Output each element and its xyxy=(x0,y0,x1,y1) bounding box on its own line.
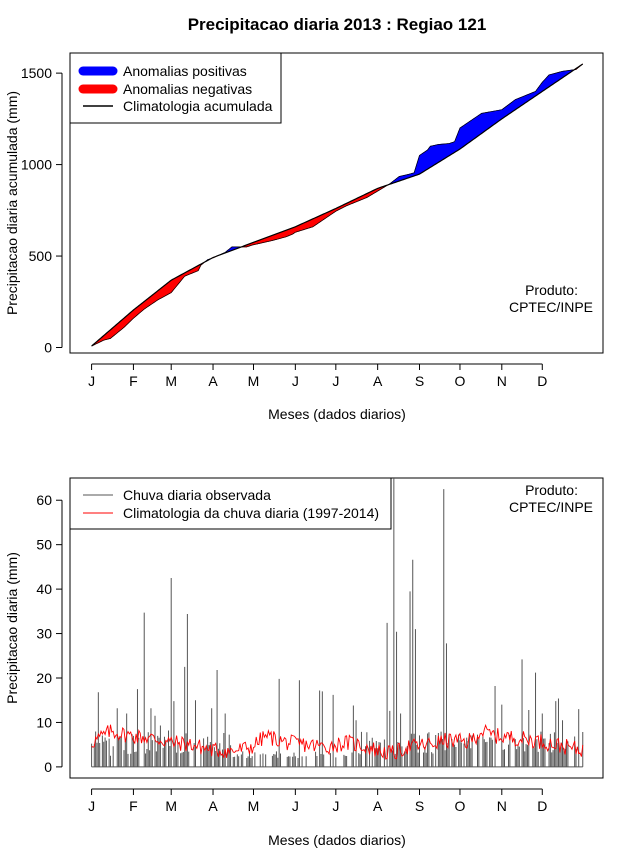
daily-x-tick-label: J xyxy=(292,798,299,814)
daily-x-tick-label: O xyxy=(455,798,466,814)
anomaly-areas xyxy=(91,63,584,347)
daily-x-tick-label: J xyxy=(332,798,339,814)
accumulated-x-tick-label: A xyxy=(208,373,218,389)
accumulated-plot-box xyxy=(69,52,604,354)
accumulated-axes: 0 500 1000 1500 J F M A M J J A S O N D xyxy=(21,65,547,389)
accumulated-x-tick-label: J xyxy=(88,373,95,389)
daily-x-tick-label: M xyxy=(248,798,260,814)
daily-y-tick-label: 0 xyxy=(44,759,52,775)
accumulated-x-tick-label: N xyxy=(497,373,507,389)
accumulated-x-tick-label: D xyxy=(537,373,547,389)
accumulated-product-name: CPTEC/INPE xyxy=(509,299,593,315)
accumulated-panel: 0 500 1000 1500 J F M A M J J A S O N D Precipitacao di… xyxy=(4,52,604,422)
legend-negative-label: Anomalias negativas xyxy=(123,81,252,97)
daily-x-tick-label: N xyxy=(497,798,507,814)
accumulated-x-tick-label: M xyxy=(248,373,260,389)
accumulated-y-tick-label: 0 xyxy=(44,340,52,356)
daily-axes: 0 10 20 30 40 50 60 J F M A M J J A S O N D xyxy=(36,492,547,814)
daily-panel: 0 10 20 30 40 50 60 J F M A M J J A S O N D Precipitacao d… xyxy=(4,477,604,848)
accumulated-y-tick-label: 500 xyxy=(29,248,53,264)
daily-x-tick-label: J xyxy=(88,798,95,814)
daily-y-tick-label: 20 xyxy=(36,670,52,686)
daily-plot-area xyxy=(91,478,584,768)
daily-legend-box xyxy=(69,477,392,530)
accumulated-x-tick-label: J xyxy=(332,373,339,389)
daily-x-tick-label: A xyxy=(373,798,383,814)
daily-legend: Chuva diaria observada Climatologia da c… xyxy=(69,477,392,530)
daily-y-tick-label: 40 xyxy=(36,581,52,597)
daily-y-tick-label: 30 xyxy=(36,626,52,642)
daily-x-tick-label: M xyxy=(165,798,177,814)
accumulated-ylabel: Precipitacao diaria acumulada (mm) xyxy=(4,91,20,315)
daily-y-tick-label: 60 xyxy=(36,492,52,508)
accumulated-xlabel: Meses (dados diarios) xyxy=(268,406,406,422)
climatology-accumulated-line xyxy=(91,63,584,347)
accumulated-legend: Anomalias positivas Anomalias negativas … xyxy=(69,52,282,124)
legend-positive-label: Anomalias positivas xyxy=(123,63,247,79)
daily-series xyxy=(91,478,584,768)
chart-title: Precipitacao diaria 2013 : Regiao 121 xyxy=(187,15,487,34)
accumulated-x-tick-label: O xyxy=(455,373,466,389)
accumulated-x-tick-label: S xyxy=(415,373,424,389)
daily-y-tick-label: 50 xyxy=(36,537,52,553)
legend-observed-label: Chuva diaria observada xyxy=(123,487,271,503)
daily-x-tick-label: F xyxy=(129,798,138,814)
legend-climatology-label: Climatologia acumulada xyxy=(123,98,273,114)
daily-product-name: CPTEC/INPE xyxy=(509,499,593,515)
daily-climatology-line xyxy=(91,723,584,760)
accumulated-x-tick-label: A xyxy=(373,373,383,389)
accumulated-x-tick-label: J xyxy=(292,373,299,389)
accumulated-y-tick-label: 1000 xyxy=(21,157,52,173)
daily-x-tick-label: D xyxy=(537,798,547,814)
legend-daily-climatology-label: Climatologia da chuva diaria (1997-2014) xyxy=(123,505,379,521)
accumulated-x-tick-label: M xyxy=(165,373,177,389)
observed-accumulated-line xyxy=(91,63,583,347)
daily-product-label: Produto: xyxy=(525,482,578,498)
daily-y-tick-label: 10 xyxy=(36,714,52,730)
daily-x-tick-label: A xyxy=(208,798,218,814)
daily-ylabel: Precipitacao diaria (mm) xyxy=(4,552,20,704)
daily-x-tick-label: S xyxy=(415,798,424,814)
daily-xlabel: Meses (dados diarios) xyxy=(268,832,406,848)
accumulated-x-tick-label: F xyxy=(129,373,138,389)
accumulated-y-tick-label: 1500 xyxy=(21,65,52,81)
accumulated-product-label: Produto: xyxy=(525,282,578,298)
